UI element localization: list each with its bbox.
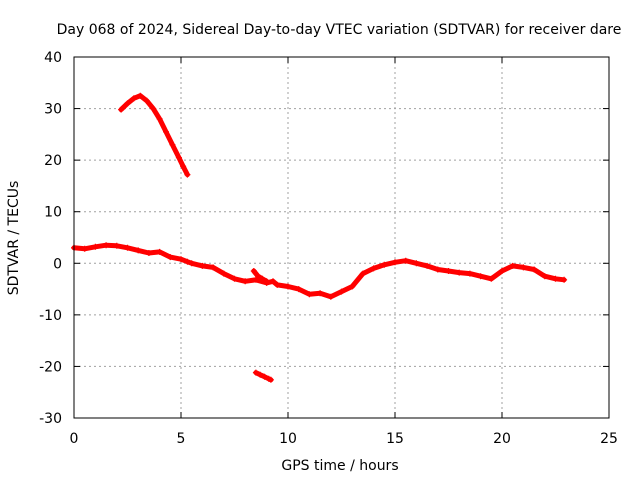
- data-point: [267, 376, 274, 383]
- data-point: [81, 245, 88, 252]
- data-point: [392, 259, 398, 266]
- data-point: [255, 273, 261, 280]
- data-point: [231, 275, 238, 282]
- data-point: [124, 244, 131, 251]
- data-point: [552, 275, 559, 282]
- data-point: [180, 163, 187, 170]
- data-point: [150, 105, 157, 112]
- data-point: [145, 250, 152, 256]
- data-point: [143, 97, 150, 104]
- data-point: [499, 268, 505, 274]
- data-point: [252, 369, 259, 376]
- x-tick-label: 5: [177, 431, 186, 447]
- plot-frame: [73, 56, 610, 419]
- data-point: [259, 275, 266, 282]
- x-tick-label: 10: [279, 431, 297, 447]
- data-point: [118, 106, 125, 113]
- data-point: [156, 248, 163, 255]
- data-point: [456, 269, 463, 276]
- x-tick-label: 0: [70, 431, 79, 447]
- data-point: [156, 115, 163, 122]
- x-tick-label: 25: [600, 431, 618, 447]
- data-point: [184, 258, 191, 265]
- data-point: [402, 257, 409, 264]
- series-band-upper-arc: [118, 93, 190, 178]
- chart-title: Day 068 of 2024, Sidereal Day-to-day VTE…: [57, 22, 622, 38]
- data-point: [169, 141, 176, 148]
- y-tick-label: 20: [44, 153, 62, 169]
- data-point: [163, 128, 169, 135]
- data-layer: [71, 92, 568, 383]
- data-point: [175, 154, 182, 161]
- data-point: [306, 291, 313, 298]
- y-tick-label: -30: [39, 411, 62, 427]
- y-tick-label: 10: [44, 205, 62, 221]
- data-point: [327, 293, 334, 300]
- data-point: [381, 261, 388, 268]
- data-point: [167, 254, 174, 261]
- data-point: [242, 278, 249, 285]
- data-point: [130, 95, 137, 102]
- data-point: [359, 270, 366, 277]
- data-point: [520, 264, 527, 271]
- data-point: [317, 290, 324, 297]
- y-tick-label: 30: [44, 102, 62, 118]
- data-point: [270, 278, 276, 285]
- y-tick-label: 0: [53, 256, 62, 272]
- tick-layer: 0 5 10 15 20 25 -30 -20 -10 0 10 20 30 40: [39, 50, 618, 447]
- data-point: [261, 373, 268, 380]
- data-point: [137, 92, 144, 99]
- data-point: [338, 288, 345, 295]
- data-point: [424, 262, 431, 269]
- data-point: [252, 276, 259, 283]
- data-point: [250, 268, 257, 274]
- data-point: [199, 262, 206, 269]
- data-point: [188, 260, 195, 267]
- data-point: [103, 242, 110, 249]
- data-point: [477, 273, 484, 280]
- data-point: [488, 275, 495, 282]
- data-point: [445, 268, 452, 274]
- x-tick-label: 15: [386, 431, 404, 447]
- data-point: [257, 371, 264, 378]
- data-point: [434, 266, 441, 273]
- data-point: [263, 278, 270, 285]
- data-point: [466, 270, 473, 277]
- y-tick-label: -20: [39, 359, 62, 375]
- y-axis-label: SDTVAR / TECUs: [6, 181, 22, 296]
- data-point: [113, 242, 120, 249]
- data-point: [124, 100, 131, 107]
- grid-layer: [74, 57, 609, 418]
- data-point: [370, 265, 377, 272]
- data-point: [349, 283, 356, 290]
- data-point: [210, 264, 217, 271]
- data-point: [220, 270, 227, 277]
- y-tick-label: 40: [44, 50, 62, 66]
- data-point: [561, 276, 568, 283]
- data-point: [274, 281, 281, 288]
- series-band-small-spike: [251, 268, 270, 284]
- data-point: [531, 266, 538, 273]
- data-point: [178, 256, 184, 263]
- data-point: [285, 283, 291, 290]
- x-axis-label: GPS time / hours: [281, 458, 398, 474]
- data-point: [135, 247, 142, 254]
- data-point: [541, 273, 548, 280]
- data-point: [509, 262, 516, 269]
- data-point: [184, 171, 191, 178]
- data-point: [92, 243, 99, 250]
- x-tick-label: 20: [493, 431, 511, 447]
- y-tick-label: -10: [39, 308, 62, 324]
- data-point: [413, 260, 420, 267]
- data-point: [295, 286, 302, 293]
